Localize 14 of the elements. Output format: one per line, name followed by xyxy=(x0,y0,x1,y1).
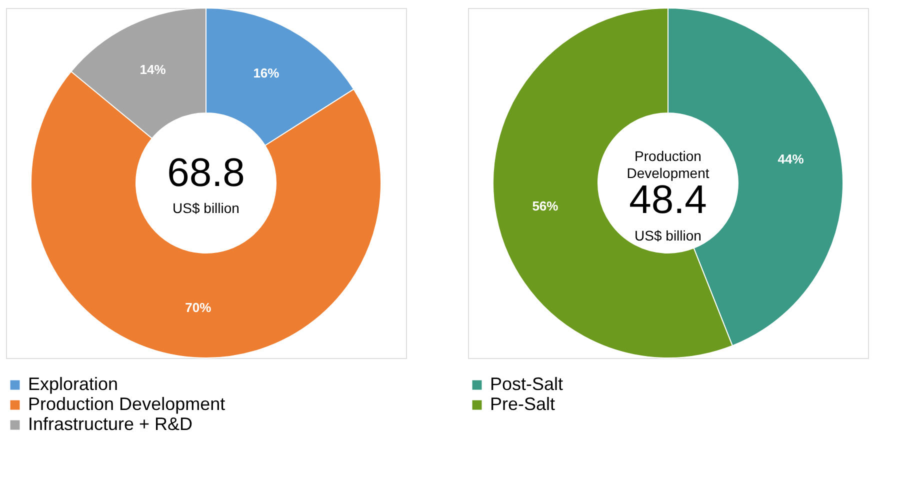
legend-label: Production Development xyxy=(28,394,226,414)
data-label: 56% xyxy=(532,198,559,214)
data-label: 14% xyxy=(140,62,166,77)
data-label: 70% xyxy=(185,300,212,315)
text: Production Development xyxy=(626,148,710,181)
text: US$ billion xyxy=(172,200,240,216)
data-label: 16% xyxy=(253,65,280,80)
legend-label: Pre-Salt xyxy=(490,394,556,414)
data-label: 44% xyxy=(778,152,804,167)
legend-label: Post-Salt xyxy=(490,374,564,394)
legend-label: Exploration xyxy=(28,374,118,394)
text: US$ billion xyxy=(634,227,702,244)
legend-label: Infrastructure + R&D xyxy=(28,414,193,434)
text: 68.8 xyxy=(167,150,245,195)
